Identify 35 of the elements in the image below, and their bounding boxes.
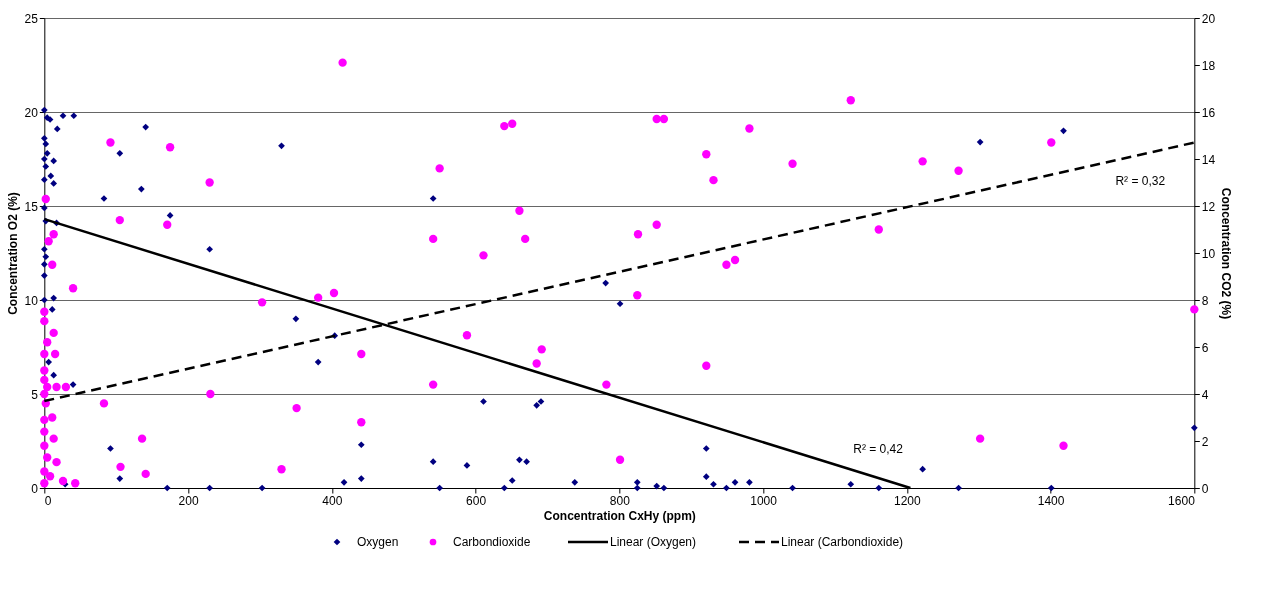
annotation: R² = 0,42 bbox=[853, 441, 904, 456]
y2-axis-title: Concentration CO2 (%) bbox=[1219, 187, 1234, 320]
legend-label: Linear (Oxygen) bbox=[610, 535, 697, 549]
x-tick-label: 1200 bbox=[893, 493, 921, 508]
legend-label: Carbondioxide bbox=[453, 535, 531, 549]
y-tick-label: 15 bbox=[24, 199, 39, 214]
legend-label: Linear (Carbondioxide) bbox=[781, 535, 904, 549]
x-tick-label: 200 bbox=[178, 493, 199, 508]
y2-tick-label: 14 bbox=[1201, 152, 1216, 167]
x-tick-label: 400 bbox=[322, 493, 343, 508]
y2-tick-label: 0 bbox=[1201, 481, 1209, 496]
y2-tick-label: 10 bbox=[1201, 246, 1216, 261]
y-tick-label: 20 bbox=[24, 105, 39, 120]
y-tick-label: 0 bbox=[31, 481, 39, 496]
x-axis-title: Concentration CxHy (ppm) bbox=[543, 508, 696, 523]
y2-tick-label: 20 bbox=[1201, 11, 1216, 26]
x-tick-label: 1000 bbox=[750, 493, 778, 508]
y2-tick-label: 6 bbox=[1201, 340, 1209, 355]
annotation: R² = 0,32 bbox=[1115, 174, 1166, 189]
y2-tick-label: 18 bbox=[1201, 58, 1216, 73]
y2-tick-label: 8 bbox=[1201, 293, 1209, 308]
y-axis-title: Concentration O2 (%) bbox=[6, 192, 21, 315]
y-tick-label: 10 bbox=[24, 293, 39, 308]
x-tick-label: 0 bbox=[44, 493, 52, 508]
y-tick-label: 5 bbox=[31, 387, 39, 402]
x-tick-label: 600 bbox=[466, 493, 487, 508]
x-tick-label: 1400 bbox=[1037, 493, 1065, 508]
y2-tick-label: 2 bbox=[1201, 434, 1209, 449]
y-tick-label: 25 bbox=[24, 11, 39, 26]
legend-label: Oxygen bbox=[357, 535, 399, 549]
y2-tick-label: 16 bbox=[1201, 105, 1216, 120]
x-tick-label: 800 bbox=[609, 493, 631, 508]
x-tick-label: 1600 bbox=[1168, 493, 1196, 508]
y2-tick-label: 12 bbox=[1201, 199, 1216, 214]
y2-tick-label: 4 bbox=[1201, 387, 1209, 402]
